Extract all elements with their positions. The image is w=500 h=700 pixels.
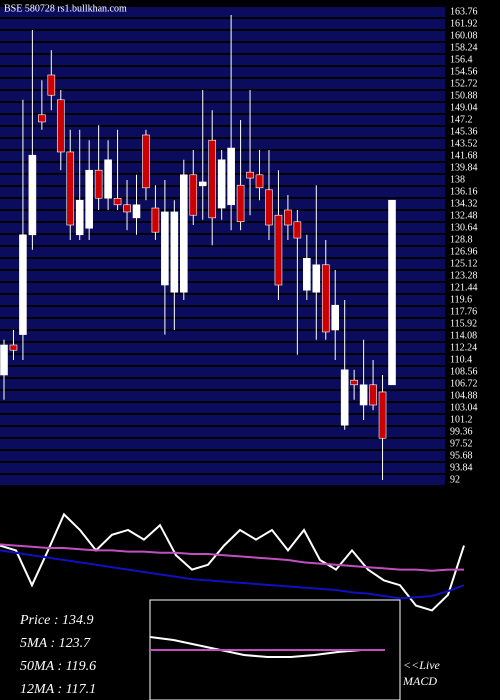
candle-body (255, 174, 264, 189)
y-tick-label: 138 (450, 174, 465, 185)
indicator-line (0, 543, 464, 572)
y-tick-label: 128.8 (450, 234, 473, 245)
annotation: 50MA : 119.6 (20, 659, 96, 674)
y-tick-label: 110.4 (450, 354, 472, 365)
candle-body (369, 384, 377, 406)
y-tick-label: 123.28 (450, 270, 478, 281)
candle-body (198, 181, 207, 187)
y-tick-label: 149.04 (450, 102, 478, 113)
annotation: Price : 134.9 (19, 613, 93, 628)
candle-body (142, 134, 150, 189)
y-tick-label: 95.68 (450, 450, 473, 461)
candle-body (217, 159, 226, 209)
y-tick-label: 115.92 (450, 318, 477, 329)
y-tick-label: 150.88 (450, 90, 478, 101)
candle-body (28, 154, 37, 236)
candle-body (265, 189, 273, 226)
y-tick-label: 104.88 (450, 390, 478, 401)
candle-body (303, 257, 311, 291)
y-tick-label: 134.32 (450, 198, 478, 209)
candle-body (19, 234, 27, 335)
candle-body (246, 171, 254, 179)
candle-body (388, 199, 396, 386)
candle-body (180, 174, 188, 293)
candle-body (161, 211, 169, 286)
candle-body (312, 264, 321, 293)
annotation: <<Live (403, 658, 441, 672)
candle-body (9, 344, 18, 351)
y-tick-label: 103.04 (450, 402, 478, 413)
y-tick-label: 97.52 (450, 438, 473, 449)
indicator-line (0, 512, 465, 612)
candle-body (113, 197, 122, 206)
annotation: 12MA : 117.1 (20, 682, 96, 697)
candle-body (274, 214, 283, 286)
indicator-line (149, 636, 385, 658)
y-tick-label: 132.48 (450, 210, 478, 221)
candle-body (170, 211, 179, 293)
candle-body (56, 99, 65, 153)
y-tick-label: 119.6 (450, 294, 472, 305)
y-tick-label: 145.36 (450, 126, 478, 137)
y-tick-label: 106.72 (450, 378, 478, 389)
y-tick-label: 160.08 (450, 30, 478, 41)
y-tick-label: 147.2 (450, 114, 473, 125)
y-tick-label: 136.16 (450, 186, 478, 197)
candle-body (151, 207, 160, 233)
candle-body (123, 204, 131, 213)
candle-body (38, 114, 46, 123)
candle-body (189, 174, 198, 216)
y-tick-label: 152.72 (450, 78, 478, 89)
candle-body (208, 139, 216, 219)
y-tick-label: 101.2 (450, 414, 473, 425)
annotation: MACD (402, 674, 437, 688)
candle-body (331, 304, 340, 331)
candle-body (293, 221, 302, 239)
y-tick-label: 158.24 (450, 42, 478, 53)
y-tick-label: 125.12 (450, 258, 478, 269)
candle-body (284, 209, 292, 226)
y-tick-label: 93.84 (450, 462, 473, 473)
candle-body (132, 204, 141, 219)
y-tick-label: 121.44 (450, 282, 478, 293)
candle-body (104, 159, 112, 199)
candle-body (321, 264, 330, 333)
candle-body (85, 169, 93, 229)
y-tick-label: 126.96 (450, 246, 478, 257)
candle-body (236, 184, 245, 223)
candle-body (94, 169, 103, 199)
y-tick-label: 163.76 (450, 6, 478, 17)
y-tick-label: 156.4 (450, 54, 473, 65)
candle-body (47, 74, 56, 96)
candle-body (340, 369, 349, 426)
candle-body (0, 344, 8, 376)
candle-body (227, 147, 235, 206)
y-tick-label: 99.36 (450, 426, 473, 437)
candle-body (359, 384, 368, 406)
y-tick-label: 143.52 (450, 138, 478, 149)
y-tick-label: 114.08 (450, 330, 477, 341)
chart-title: BSE 580728 rs1.bullkhan.com (4, 3, 127, 14)
y-tick-label: 154.56 (450, 66, 478, 77)
y-tick-label: 92 (450, 474, 460, 485)
y-tick-label: 139.84 (450, 162, 478, 173)
y-tick-label: 130.64 (450, 222, 478, 233)
candle-body (350, 379, 358, 386)
y-tick-label: 117.76 (450, 306, 477, 317)
y-tick-label: 108.56 (450, 366, 478, 377)
indicator-line (0, 549, 465, 600)
annotation: 5MA : 123.7 (20, 636, 91, 651)
candle-body (75, 199, 84, 236)
candle-body (66, 151, 75, 226)
candle-body (378, 391, 387, 439)
y-tick-label: 161.92 (450, 18, 478, 29)
y-tick-label: 112.24 (450, 342, 477, 353)
y-tick-label: 141.68 (450, 150, 478, 161)
